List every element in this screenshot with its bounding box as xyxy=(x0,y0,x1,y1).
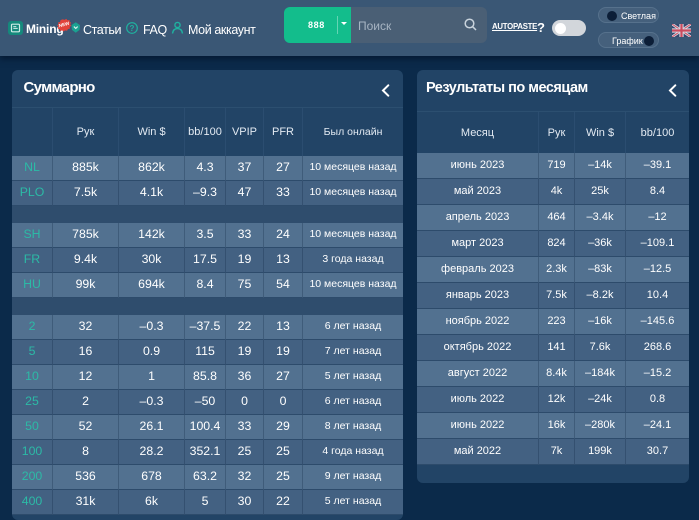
svg-text:?: ? xyxy=(130,23,135,32)
